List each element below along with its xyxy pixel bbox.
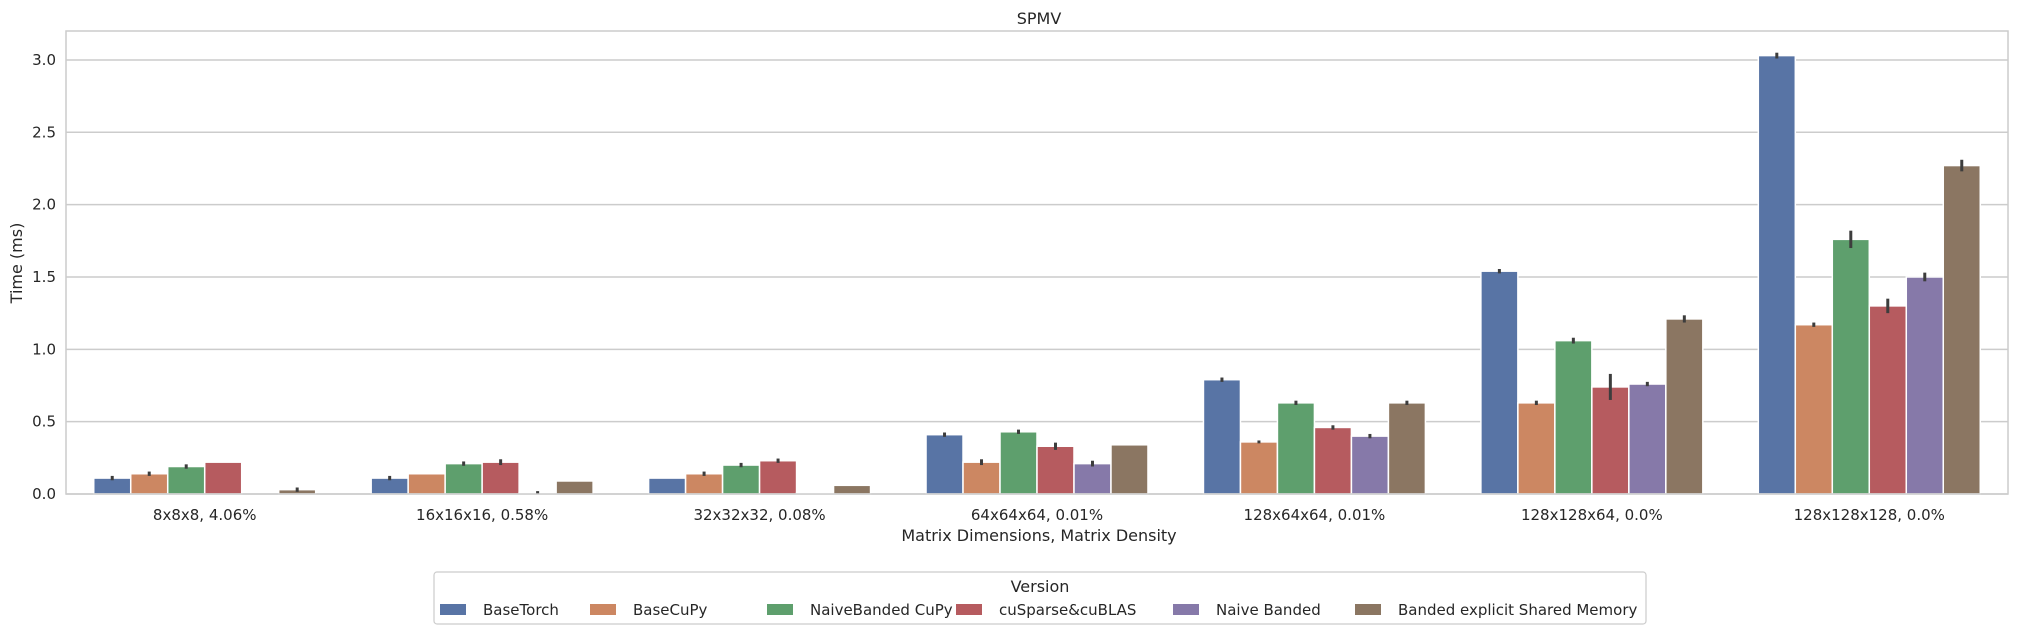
legend-title: Version xyxy=(1011,577,1070,596)
legend-swatch xyxy=(767,604,793,615)
bar xyxy=(1313,426,1353,495)
x-tick-label: 128x64x64, 0.01% xyxy=(1244,506,1386,524)
legend-label: Banded explicit Shared Memory xyxy=(1398,601,1637,619)
bar xyxy=(1350,435,1390,495)
bar xyxy=(999,431,1038,495)
y-axis-ticks: 0.0 0.5 1.0 1.5 2.0 2.5 3.0 xyxy=(32,51,56,503)
bar xyxy=(1480,270,1519,495)
bar xyxy=(1591,386,1630,495)
x-tick-label: 128x128x128, 0.0% xyxy=(1794,506,1945,524)
legend-item: Banded explicit Shared Memory xyxy=(1355,601,1637,619)
legend-label: BaseCuPy xyxy=(633,601,708,619)
bar xyxy=(1554,339,1593,495)
x-tick-label: 64x64x64, 0.01% xyxy=(971,506,1103,524)
legend-item: Naive Banded xyxy=(1173,601,1321,619)
bars xyxy=(92,54,1982,495)
bar xyxy=(1757,54,1797,495)
y-tick-label: 3.0 xyxy=(32,51,56,69)
bar xyxy=(1073,462,1112,495)
plot-frame xyxy=(65,30,2009,495)
x-axis-ticks: 8x8x8, 4.06% 16x16x16, 0.58% 32x32x32, 0.0… xyxy=(153,506,1945,524)
legend-swatch xyxy=(956,604,982,615)
bar xyxy=(1239,441,1279,495)
x-tick-label: 8x8x8, 4.06% xyxy=(153,506,257,524)
legend-item: NaiveBanded CuPy xyxy=(767,601,953,619)
y-tick-label: 0.0 xyxy=(32,485,56,503)
y-tick-label: 0.5 xyxy=(32,413,56,431)
bar xyxy=(203,461,243,495)
bar xyxy=(925,433,964,495)
bar xyxy=(962,461,1001,495)
bar xyxy=(129,472,169,495)
bar xyxy=(832,484,872,495)
legend-items: BaseTorch BaseCuPy NaiveBanded CuPy cuSpars… xyxy=(440,601,1637,619)
gridlines xyxy=(66,59,2008,495)
x-tick-label: 32x32x32, 0.08% xyxy=(693,506,825,524)
bar xyxy=(1794,323,1834,495)
y-tick-label: 2.0 xyxy=(32,196,56,214)
bar xyxy=(1387,402,1427,495)
bar xyxy=(1868,305,1908,495)
chart-title: SPMV xyxy=(1017,9,1062,28)
legend-label: NaiveBanded CuPy xyxy=(810,601,953,619)
bar xyxy=(407,472,446,495)
bar xyxy=(1905,276,1945,495)
legend-label: Naive Banded xyxy=(1216,601,1321,619)
bar xyxy=(721,464,761,495)
legend: Version BaseTorch BaseCuPy NaiveBanded CuP… xyxy=(433,571,1647,625)
legend-swatch xyxy=(440,604,466,615)
bar xyxy=(1628,383,1667,495)
bar xyxy=(647,477,687,495)
error-bars xyxy=(110,52,1964,494)
bar xyxy=(370,477,409,495)
legend-item: BaseTorch xyxy=(440,601,559,619)
legend-swatch xyxy=(1355,604,1381,615)
bar xyxy=(92,477,132,495)
legend-item: BaseCuPy xyxy=(590,601,708,619)
y-tick-label: 1.0 xyxy=(32,340,56,358)
bar xyxy=(444,462,483,495)
bar xyxy=(1276,402,1316,495)
legend-label: cuSparse&cuBLAS xyxy=(999,601,1136,619)
bar xyxy=(1665,318,1704,495)
x-tick-label: 128x128x64, 0.0% xyxy=(1521,506,1663,524)
bar xyxy=(684,472,724,495)
bar xyxy=(1036,445,1075,495)
bar xyxy=(481,461,520,495)
y-tick-label: 1.5 xyxy=(32,268,56,286)
bar xyxy=(555,480,594,495)
bar xyxy=(1831,238,1871,495)
bar xyxy=(1202,378,1242,495)
bar xyxy=(1110,444,1149,495)
x-tick-label: 16x16x16, 0.58% xyxy=(416,506,548,524)
bar xyxy=(1517,402,1556,495)
bar xyxy=(758,459,798,495)
y-axis-label: Time (ms) xyxy=(7,223,26,305)
legend-item: cuSparse&cuBLAS xyxy=(956,601,1136,619)
legend-label: BaseTorch xyxy=(483,601,559,619)
legend-swatch xyxy=(590,604,616,615)
bar xyxy=(166,465,206,495)
legend-box xyxy=(433,571,1647,625)
x-axis-label: Matrix Dimensions, Matrix Density xyxy=(901,526,1176,545)
y-tick-label: 2.5 xyxy=(32,123,56,141)
legend-swatch xyxy=(1173,604,1199,615)
bar xyxy=(1942,164,1982,495)
